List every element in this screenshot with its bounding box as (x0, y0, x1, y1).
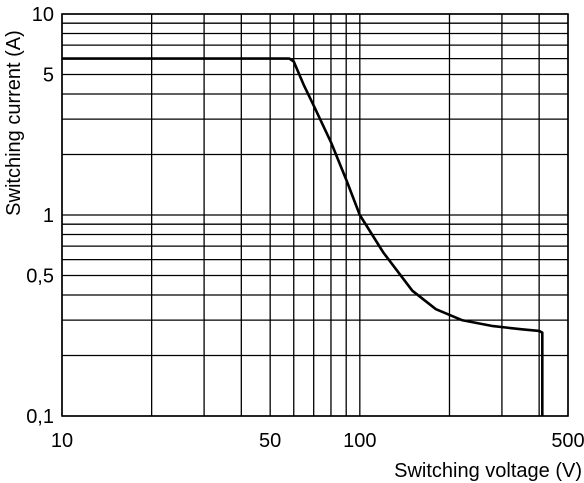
x-tick-label: 100 (343, 430, 376, 452)
x-tick-label: 10 (51, 430, 73, 452)
x-tick-label: 500 (551, 430, 584, 452)
y-tick-label: 1 (43, 205, 54, 227)
plot-frame (61, 13, 569, 417)
series-line (62, 57, 544, 416)
y-tick-label: 5 (43, 65, 54, 87)
y-tick-label: 0,1 (26, 406, 54, 428)
y-axis-label: Switching current (A) (3, 30, 25, 216)
grid-lines (61, 13, 569, 417)
y-tick-label: 0,5 (26, 266, 54, 288)
y-tick-label: 10 (32, 4, 54, 26)
x-axis-label: Switching voltage (V) (394, 460, 582, 482)
tick-labels: 10 50 100 500 10 5 1 0,5 0,1 (26, 4, 584, 452)
x-tick-label: 50 (259, 430, 281, 452)
